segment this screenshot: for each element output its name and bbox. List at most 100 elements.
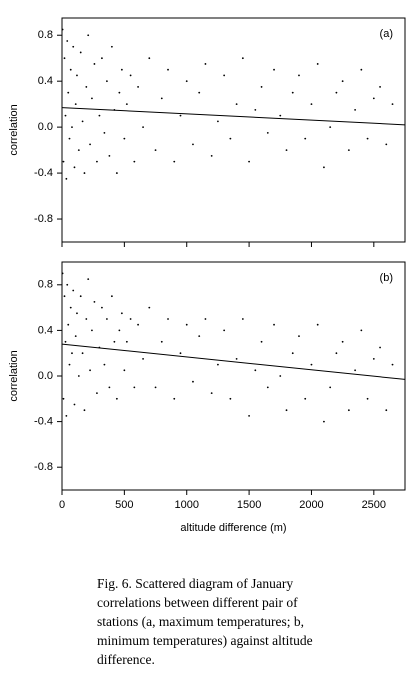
point [118,329,121,332]
point [179,114,182,117]
x-tick-label: 500 [115,499,133,511]
point [81,120,84,123]
point [72,289,75,292]
point [316,323,319,326]
point [385,143,388,146]
trend-line [61,107,406,126]
x-tick-label: 0 [59,499,65,511]
point [69,306,72,309]
panel-label: (a) [380,28,393,40]
point [372,97,375,100]
point [266,386,269,389]
point [101,57,103,60]
point [91,329,93,332]
point [73,403,76,406]
point [173,160,176,163]
point [74,335,77,337]
point [120,68,123,71]
point [179,352,182,355]
point [63,57,66,60]
point [366,397,369,400]
point [347,149,350,152]
point [273,68,275,71]
point [372,358,375,360]
point [360,68,363,71]
point [137,86,139,88]
point [118,91,121,94]
point [69,68,72,71]
point [142,358,144,360]
point [248,415,250,417]
point [98,114,101,117]
point [235,358,238,360]
figure: -0.8 -0.4 0.0 0.4 0.8 (a) correlation -0.8 -0.4 0… [8,17,406,534]
point [93,301,96,303]
point [154,386,157,389]
point [96,160,98,163]
point [310,103,313,106]
point [198,91,201,94]
point [160,340,163,343]
point [379,86,381,88]
point [113,340,116,343]
point [61,28,64,31]
point [77,149,80,152]
point [173,397,176,400]
point [248,160,250,163]
point [254,108,257,111]
point [76,74,78,77]
point [110,295,113,298]
point [71,352,73,355]
point [61,272,64,275]
point [120,312,123,315]
point [108,386,111,389]
y-tick-label: 0.4 [38,75,53,87]
point [62,397,65,400]
point [66,283,69,286]
point [93,63,96,65]
point [329,126,332,129]
point [341,340,344,343]
y-tick-label: -0.8 [34,461,53,473]
point [229,137,232,140]
point [73,166,76,169]
point [391,103,394,106]
point [74,103,77,106]
point [254,369,257,372]
point [285,409,288,412]
point [310,363,313,366]
point [260,86,263,88]
point [192,380,194,383]
caption-line: correlations between different pair of [97,595,298,610]
point [210,392,213,394]
point [279,375,282,377]
point [160,97,163,100]
point [266,131,269,134]
plot-frame [61,17,406,243]
point [154,149,157,152]
point [123,369,126,372]
point [137,323,139,326]
point [316,63,319,65]
point [125,340,128,343]
caption-line: stations (a, maximum temperatures; b, [97,614,304,629]
point [79,295,82,298]
y-tick-label: 0.8 [38,29,53,41]
x-tick-label: 1500 [237,499,261,511]
point [291,352,294,355]
point [115,172,118,174]
point [142,126,144,129]
point [354,369,357,372]
point [241,318,244,320]
point [103,363,106,366]
point [62,160,65,163]
caption-line: Fig. 6. Scattered diagram of January [97,576,294,591]
point [129,74,132,77]
point [81,352,84,355]
caption-line: difference. [97,652,155,667]
point [108,154,111,157]
point [85,318,88,320]
point [185,323,188,326]
point [260,340,263,343]
point [87,278,90,280]
